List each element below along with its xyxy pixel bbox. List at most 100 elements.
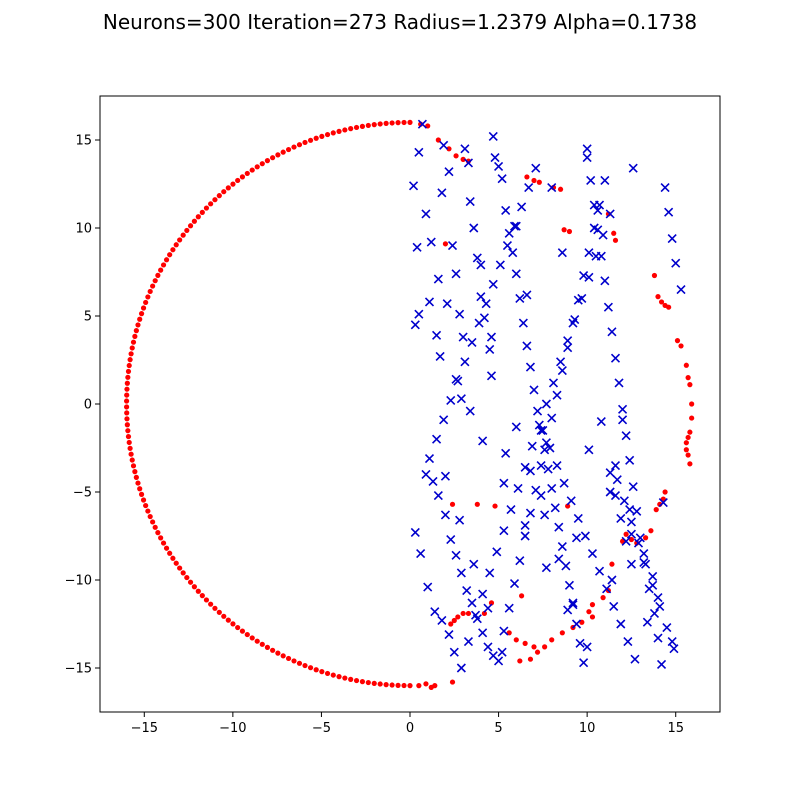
city-point	[534, 420, 544, 430]
neuron-point	[160, 262, 167, 268]
neuron-point	[449, 679, 456, 685]
neuron-point	[235, 624, 241, 631]
city-point	[648, 571, 658, 582]
neuron-point	[365, 122, 371, 129]
city-point	[426, 237, 436, 247]
neuron-point	[244, 631, 250, 638]
city-point	[547, 483, 557, 494]
city-point	[440, 471, 450, 481]
city-point	[470, 610, 481, 620]
neuron-point	[244, 170, 250, 177]
city-point	[557, 365, 567, 376]
city-point	[582, 642, 592, 652]
city-point	[557, 541, 567, 552]
neuron-point	[124, 416, 130, 422]
city-point	[428, 476, 438, 487]
neuron-point	[451, 617, 457, 624]
neuron-point	[254, 164, 260, 170]
neuron-point	[125, 374, 131, 380]
neuron-point	[342, 127, 348, 133]
neuron-point	[184, 227, 190, 234]
city-series	[408, 119, 686, 673]
city-point	[485, 568, 495, 578]
neuron-point	[155, 272, 161, 278]
neuron-point	[683, 447, 689, 453]
neuron-point	[137, 486, 143, 492]
city-point	[483, 642, 493, 652]
neuron-point	[225, 617, 231, 623]
neuron-point	[130, 463, 137, 469]
neuron-point	[143, 502, 149, 509]
city-point	[432, 434, 442, 444]
city-point	[641, 559, 651, 569]
city-point	[587, 549, 598, 559]
city-point	[559, 478, 569, 488]
city-point	[444, 629, 454, 640]
city-point	[653, 633, 663, 643]
neuron-point	[689, 415, 695, 421]
neuron-point	[130, 339, 137, 345]
city-point	[554, 522, 564, 532]
city-point	[433, 274, 443, 284]
city-point	[522, 341, 532, 351]
city-point	[600, 175, 610, 186]
city-point	[563, 343, 573, 353]
neuron-point	[195, 588, 201, 594]
neuron-point	[203, 205, 210, 211]
city-point	[440, 510, 450, 520]
city-point	[456, 663, 466, 673]
city-point	[541, 438, 551, 448]
neuron-point	[336, 128, 342, 134]
neuron-point	[147, 288, 153, 295]
city-point	[513, 483, 523, 494]
city-point	[485, 344, 495, 355]
city-point	[554, 554, 564, 564]
city-point	[550, 503, 560, 513]
city-point	[547, 413, 557, 423]
neuron-point	[187, 223, 194, 229]
city-point	[478, 589, 488, 599]
neuron-point	[147, 513, 153, 520]
neuron-point	[123, 404, 130, 410]
city-point	[552, 390, 562, 400]
neuron-point	[313, 667, 319, 673]
neuron-point	[212, 605, 218, 611]
neuron-point	[150, 519, 156, 525]
neuron-point	[199, 593, 205, 599]
city-point	[633, 538, 644, 548]
city-point	[416, 549, 426, 559]
city-point	[437, 188, 447, 198]
city-point	[536, 461, 546, 471]
city-point	[442, 299, 452, 309]
neuron-point	[401, 119, 407, 126]
neuron-point	[586, 609, 592, 615]
city-point	[451, 550, 461, 560]
neuron-point	[296, 660, 303, 666]
city-point	[414, 309, 424, 319]
neuron-point	[123, 398, 130, 404]
neuron-point	[285, 655, 292, 662]
neuron-point	[566, 228, 573, 235]
city-point	[589, 223, 599, 233]
city-point	[465, 406, 475, 416]
neuron-point	[395, 682, 401, 688]
neuron-point	[428, 684, 434, 690]
neuron-point	[488, 600, 495, 606]
city-point	[662, 622, 672, 633]
y-tick-label: 10	[75, 222, 92, 237]
neuron-point	[145, 294, 151, 300]
city-point	[616, 513, 626, 523]
neuron-point	[666, 304, 672, 310]
neuron-point	[270, 155, 276, 161]
neuron-point	[143, 299, 149, 306]
neuron-point	[383, 681, 389, 688]
neuron-point	[259, 641, 265, 647]
neuron-point	[264, 158, 271, 164]
neuron-point	[330, 130, 336, 136]
city-point	[648, 580, 658, 590]
city-point	[439, 415, 449, 425]
neuron-point	[195, 214, 201, 220]
neuron-point	[239, 628, 246, 634]
city-point	[424, 453, 435, 464]
neuron-point	[542, 644, 548, 650]
